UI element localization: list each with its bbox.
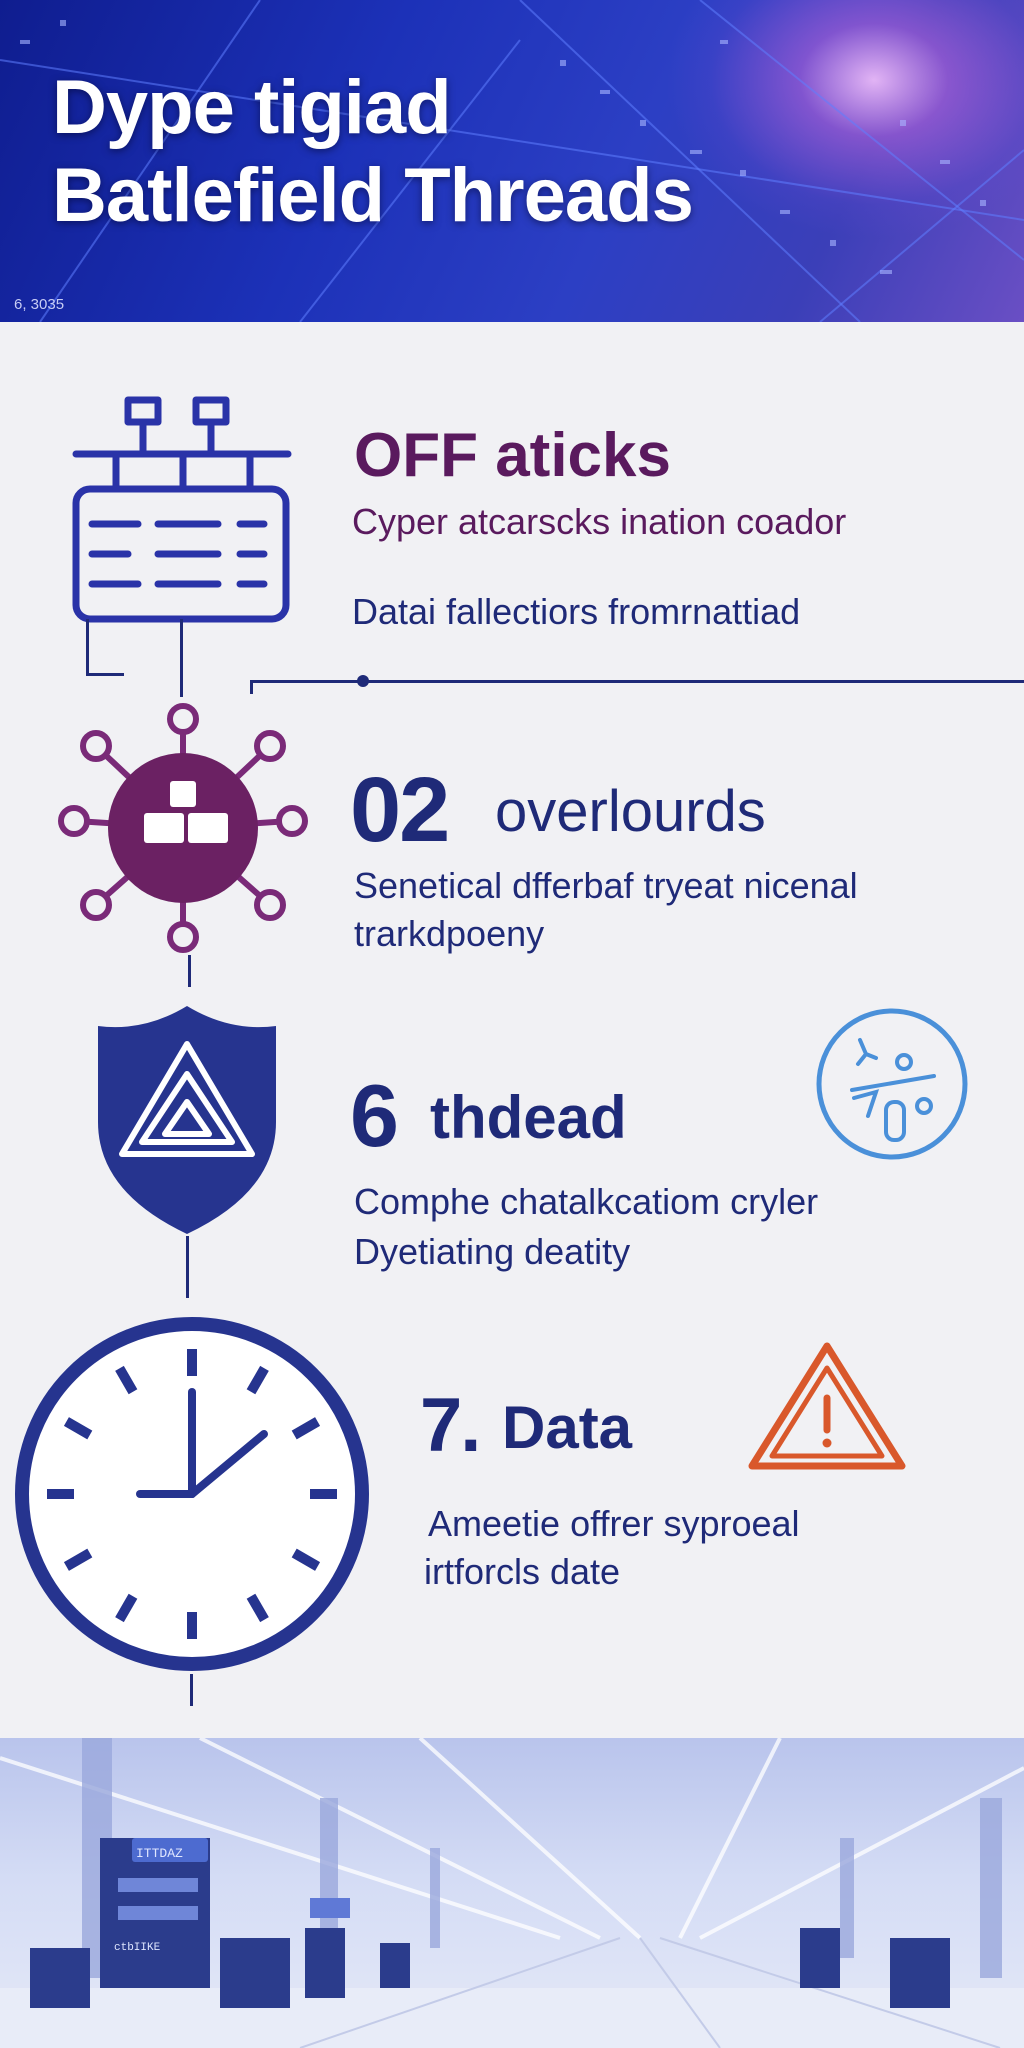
connector-line [86,673,124,676]
section-4-number: 7. [420,1383,481,1468]
warning-triangle-icon [748,1342,906,1470]
connector-line [186,1236,189,1298]
section-1-line-2: Datai fallectiors fromrnattiad [352,591,801,632]
section-4-line-2: irtforcls date [424,1551,621,1592]
connector-line [188,955,191,987]
connector-line [190,1674,193,1706]
footer-sign-text: ITTDAZ [136,1846,183,1861]
clock-icon [15,1317,369,1671]
connector-line [86,619,89,674]
circuit-grid-background [0,0,1024,322]
title-line-1: Dype tigiad [52,65,452,150]
section-3-line-2: Dyetiating deatity [354,1231,631,1272]
header-banner: Dype tigiad Batlefield Threads 6, 3035 [0,0,1024,322]
page-title: Dype tigiad Batlefield Threads [52,64,694,240]
connector-line [250,680,1024,683]
footer-screen-text: ctbIIKE [114,1942,161,1954]
section-3-number: 6 [350,1066,399,1165]
section-1-line-1: Cyper atcarscks ination coador [352,501,847,542]
section-3-line-1: Comphe chatalkcatiom cryler [354,1181,819,1222]
facility-hall-illustration [0,1738,1024,2048]
connector-line [250,680,253,694]
server-network-icon [72,396,292,623]
section-1-heading: OFF aticks [354,421,671,490]
connector-node [357,675,369,687]
connector-line [180,619,183,697]
section-4-line-1: Ameetie offrer syproeal [428,1503,800,1544]
section-2-line-2: trarkdpoeny [354,913,545,954]
virus-network-icon [58,703,308,953]
section-2-heading: overlourds [495,779,766,844]
shield-warning-icon [98,1006,276,1234]
section-4-heading: Data [502,1394,633,1461]
header-date: 6, 3035 [14,296,65,313]
section-3-heading: thdead [430,1084,627,1151]
section-2-number: 02 [350,759,450,861]
section-2-line-1: Senetical dfferbaf tryeat nicenal [354,865,858,906]
tools-circle-icon [816,1008,968,1160]
footer-facility-image: ITTDAZ ctbIIKE [0,1738,1024,2048]
title-line-2: Batlefield Threads [52,153,694,238]
